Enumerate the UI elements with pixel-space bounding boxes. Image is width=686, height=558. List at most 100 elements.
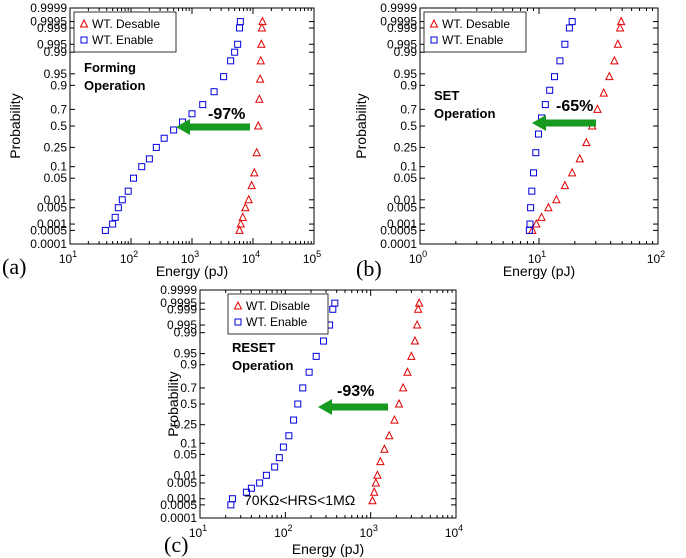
y-tick-label: 0.05 — [44, 171, 68, 185]
operation-label: RESET — [232, 340, 275, 355]
square-marker — [152, 143, 160, 151]
square-marker — [541, 101, 549, 109]
reduction-arrow-head — [318, 399, 332, 415]
y-tick-label: 0.1 — [50, 160, 67, 174]
triangle-marker — [249, 167, 259, 177]
triangle-marker — [390, 414, 399, 424]
x-tick-label: 105 — [303, 249, 321, 266]
square-marker — [228, 495, 236, 503]
legend-entry: WT. Enable — [246, 315, 308, 329]
y-tick-label: 0.01 — [174, 468, 198, 482]
reduction-percentage: -93% — [337, 383, 374, 400]
series-disable — [235, 16, 267, 234]
square-marker — [256, 479, 264, 487]
operation-label: Operation — [84, 78, 145, 93]
triangle-marker — [403, 367, 412, 376]
x-tick-exponent: 2 — [133, 249, 138, 259]
y-tick-label: 0.9 — [400, 78, 417, 92]
triangle-marker — [380, 444, 389, 453]
square-marker — [527, 204, 535, 212]
triangle-marker — [610, 55, 619, 65]
square-marker — [227, 501, 235, 509]
y-tick-label: 0.05 — [394, 171, 418, 185]
triangle-marker — [252, 147, 262, 157]
panel-a: 101 102 103 104 1050.99990.99950.9990.9950.9… — [2, 1, 321, 279]
x-tick-exponent: 1 — [202, 523, 207, 533]
x-tick-exponent: 3 — [194, 249, 199, 259]
y-tick-label: 0.99 — [394, 45, 418, 59]
x-tick-exponent: 1 — [72, 249, 77, 259]
triangle-marker — [258, 16, 267, 26]
square-marker — [526, 220, 534, 228]
square-marker — [565, 24, 573, 32]
reduction-arrow-head — [176, 119, 190, 135]
legend-box — [73, 11, 177, 53]
square-marker — [235, 24, 243, 32]
triangle-marker — [575, 153, 585, 163]
operation-label: Forming — [84, 60, 136, 75]
x-tick-label: 101 — [59, 249, 77, 266]
panel-label: (b) — [356, 256, 382, 281]
panel-label: (c) — [164, 532, 188, 557]
square-marker — [242, 488, 250, 496]
x-tick-exponent: 1 — [541, 249, 546, 259]
y-axis-label: Probability — [353, 93, 369, 158]
x-tick-exponent: 4 — [255, 249, 260, 259]
square-marker — [188, 110, 196, 118]
x-tick-label: 100 — [409, 249, 427, 266]
y-tick-label: 0.25 — [44, 140, 68, 154]
square-marker — [294, 400, 302, 408]
square-marker — [247, 484, 255, 492]
y-tick-label: 0.0005 — [380, 223, 417, 237]
series-disable — [368, 298, 424, 505]
triangle-marker — [412, 319, 422, 329]
y-tick-label: 0.99 — [44, 45, 68, 59]
square-marker — [305, 368, 313, 376]
triangle-marker — [241, 202, 250, 212]
y-tick-label: 0.0005 — [160, 498, 197, 512]
x-tick-exponent: 2 — [288, 523, 293, 533]
y-tick-label: 0.001 — [387, 217, 417, 231]
x-tick-exponent: 2 — [660, 249, 665, 259]
y-tick-label: 0.5 — [180, 397, 197, 411]
triangle-marker — [253, 120, 263, 130]
square-marker — [534, 130, 542, 138]
y-tick-label: 0.01 — [44, 193, 68, 207]
square-marker — [551, 73, 559, 81]
square-marker — [145, 155, 153, 163]
square-marker — [329, 305, 337, 313]
triangle-marker — [384, 430, 394, 440]
x-tick-exponent: 4 — [458, 523, 463, 533]
y-axis-label: Probability — [165, 371, 181, 436]
square-marker — [210, 88, 218, 96]
square-marker — [285, 432, 293, 440]
triangle-marker — [235, 225, 244, 234]
triangle-marker — [371, 477, 381, 487]
square-marker — [561, 40, 569, 48]
legend-entry: WT. Disable — [246, 299, 310, 313]
y-tick-label: 0.999 — [167, 302, 197, 316]
x-tick-label: 102 — [274, 523, 292, 540]
triangle-marker — [532, 218, 541, 228]
operation-label: Operation — [434, 106, 495, 121]
panel-label: (a) — [2, 254, 26, 279]
square-marker — [109, 220, 117, 228]
x-tick-label: 103 — [359, 523, 377, 540]
square-marker — [220, 73, 228, 81]
square-marker — [130, 174, 138, 182]
triangle-marker — [244, 194, 254, 204]
y-tick-label: 0.999 — [37, 21, 67, 35]
legend-square-icon — [430, 36, 438, 44]
hrs-condition-label: 70KΩ<HRS<1MΩ — [244, 492, 355, 508]
square-marker — [568, 18, 576, 26]
triangle-marker — [255, 94, 264, 103]
y-tick-label: 0.99 — [174, 326, 198, 340]
square-marker — [279, 443, 287, 451]
series-enable — [227, 299, 339, 509]
y-tick-label: 0.05 — [174, 447, 198, 461]
triangle-marker — [593, 104, 602, 113]
x-tick-exponent: 3 — [373, 523, 378, 533]
y-tick-label: 0.9 — [180, 358, 197, 372]
